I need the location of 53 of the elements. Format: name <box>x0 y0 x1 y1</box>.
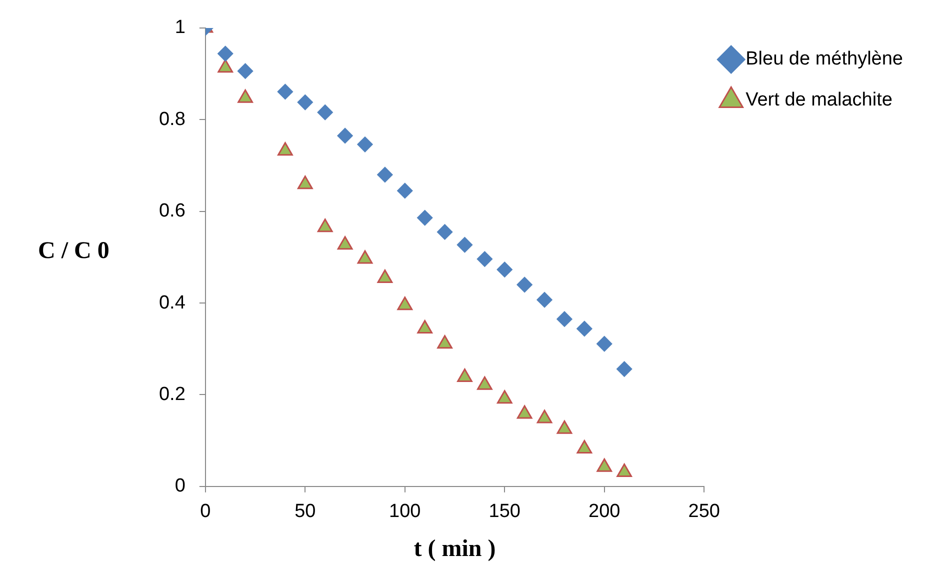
y-tick-label: 0.2 <box>158 384 186 405</box>
point <box>516 276 532 292</box>
point <box>496 262 512 278</box>
point <box>496 390 512 404</box>
point <box>536 410 552 424</box>
point <box>317 104 333 120</box>
point <box>616 361 632 377</box>
point <box>317 218 333 232</box>
point <box>596 336 612 352</box>
y-axis-title: C / C 0 <box>38 238 110 265</box>
x-tick-label: 150 <box>488 501 520 522</box>
point <box>238 63 254 79</box>
x-axis-title: t ( min ) <box>414 536 496 562</box>
x-tick-label: 200 <box>588 501 620 522</box>
point <box>417 320 433 334</box>
point <box>277 84 293 100</box>
point <box>337 236 353 250</box>
point <box>476 251 492 267</box>
point <box>596 458 612 472</box>
point <box>218 46 234 62</box>
y-tick-label: 0.4 <box>158 292 186 314</box>
point <box>536 292 552 308</box>
y-tick-label: 0.6 <box>158 200 186 222</box>
point <box>417 210 433 226</box>
point <box>397 182 413 198</box>
point <box>437 224 453 240</box>
x-tick-label: 250 <box>688 501 720 522</box>
legend-label: Vert de malachite <box>746 90 892 111</box>
y-tick-label: 0.8 <box>158 108 186 130</box>
point <box>337 128 353 144</box>
legend-label: Bleu de méthylène <box>746 48 904 70</box>
y-tick-label: 1 <box>174 17 186 38</box>
point <box>357 136 373 152</box>
x-tick-label: 50 <box>294 501 316 522</box>
point <box>457 368 472 382</box>
point <box>377 166 393 182</box>
point <box>576 440 592 454</box>
point <box>456 237 472 253</box>
point <box>397 296 413 310</box>
point <box>357 250 373 264</box>
point <box>297 176 313 190</box>
x-tick-label: 100 <box>389 501 421 522</box>
point <box>437 335 452 349</box>
point <box>297 94 313 110</box>
point <box>556 311 572 327</box>
point <box>576 320 592 336</box>
point <box>377 270 393 284</box>
y-tick-label: 0 <box>174 476 186 497</box>
point <box>556 420 572 434</box>
x-tick-label: 0 <box>200 501 211 522</box>
point <box>516 405 532 419</box>
point <box>477 376 492 390</box>
point <box>616 463 632 477</box>
